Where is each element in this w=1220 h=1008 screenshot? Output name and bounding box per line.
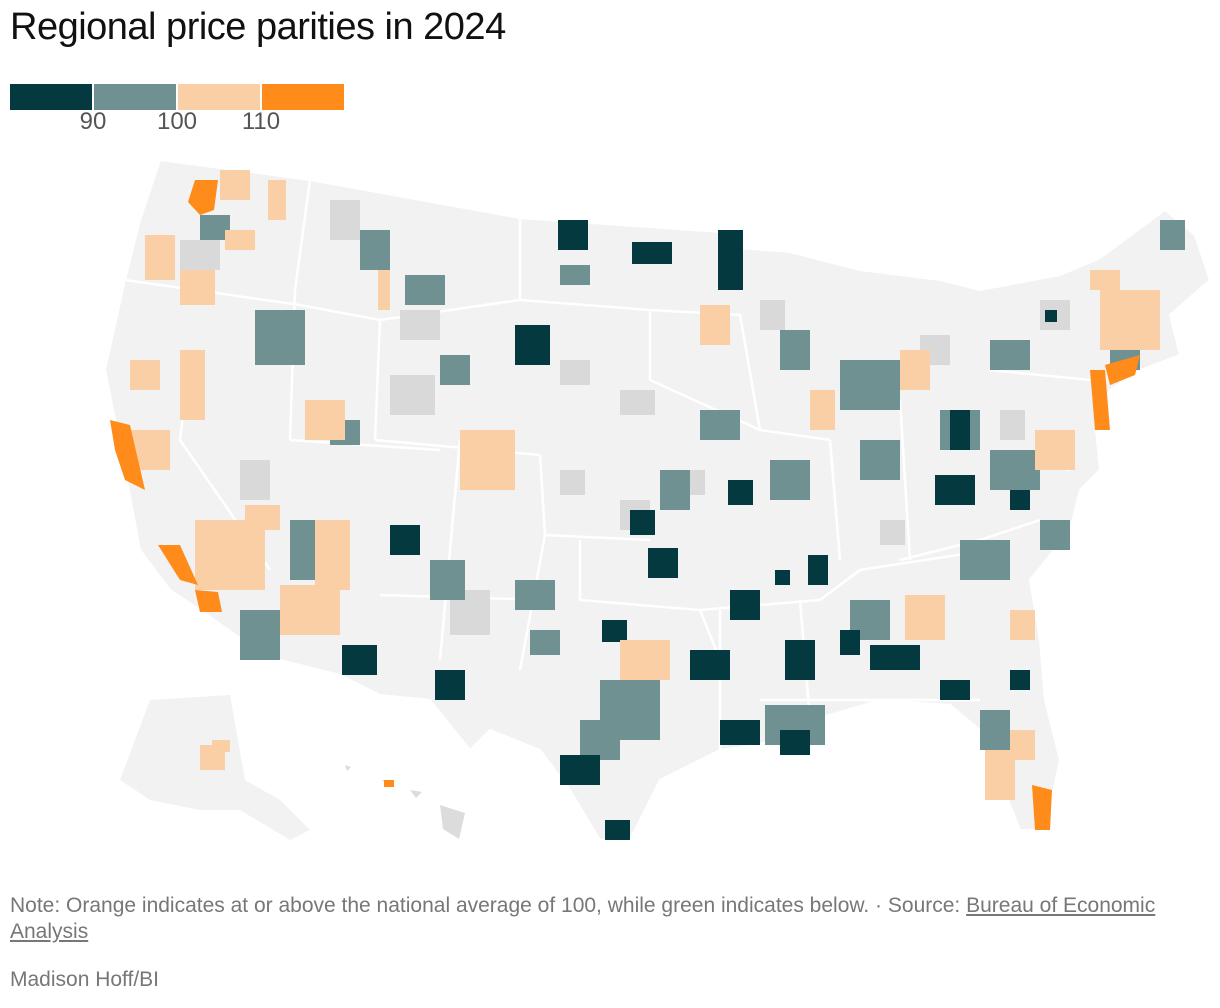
source-link[interactable]: Bureau of Economic Analysis	[10, 894, 1156, 943]
color-legend: 90 100 110	[10, 84, 350, 135]
legend-swatch-90-100	[94, 84, 176, 110]
metro-areas-gray	[180, 200, 1070, 635]
metro-areas-below-90	[342, 220, 1057, 840]
byline: Madison Hoff/BI	[10, 968, 160, 991]
legend-tick-90: 90	[79, 108, 107, 135]
legend-swatch-100-110	[178, 84, 260, 110]
legend-swatch-above-110	[262, 84, 344, 110]
legend-tick-100: 100	[156, 108, 198, 135]
metro-areas-above-110	[110, 180, 1140, 830]
legend-tick-110: 110	[241, 108, 281, 135]
metro-areas-100-110	[130, 170, 1160, 800]
legend-swatch-below-90	[10, 84, 92, 110]
honolulu-metro	[384, 780, 394, 787]
contiguous-us-shape	[103, 158, 1212, 841]
hawaii-islands	[345, 765, 465, 839]
us-metro-map	[103, 158, 1212, 841]
chart-title: Regional price parities in 2024	[10, 6, 506, 48]
footnote-text: Note: Orange indicates at or above the n…	[10, 894, 967, 917]
footnote: Note: Orange indicates at or above the n…	[10, 893, 1210, 945]
